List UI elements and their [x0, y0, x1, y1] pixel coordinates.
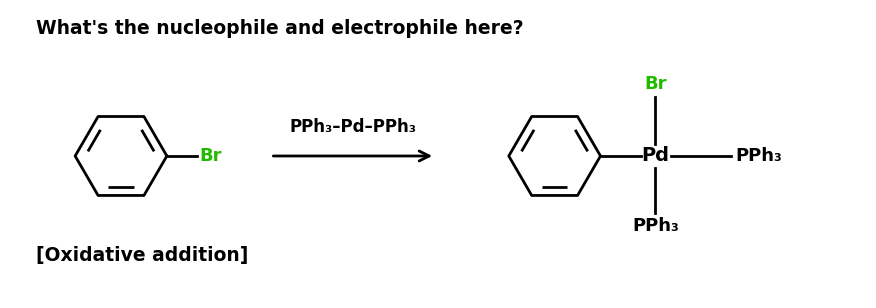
Text: [Oxidative addition]: [Oxidative addition] [36, 246, 249, 265]
Text: Br: Br [200, 147, 223, 165]
Text: Br: Br [644, 75, 667, 93]
Text: PPh₃: PPh₃ [632, 217, 679, 235]
Text: PPh₃–Pd–PPh₃: PPh₃–Pd–PPh₃ [289, 118, 416, 136]
Text: Pd: Pd [641, 147, 669, 165]
Text: What's the nucleophile and electrophile here?: What's the nucleophile and electrophile … [36, 19, 524, 38]
Text: PPh₃: PPh₃ [735, 147, 781, 165]
